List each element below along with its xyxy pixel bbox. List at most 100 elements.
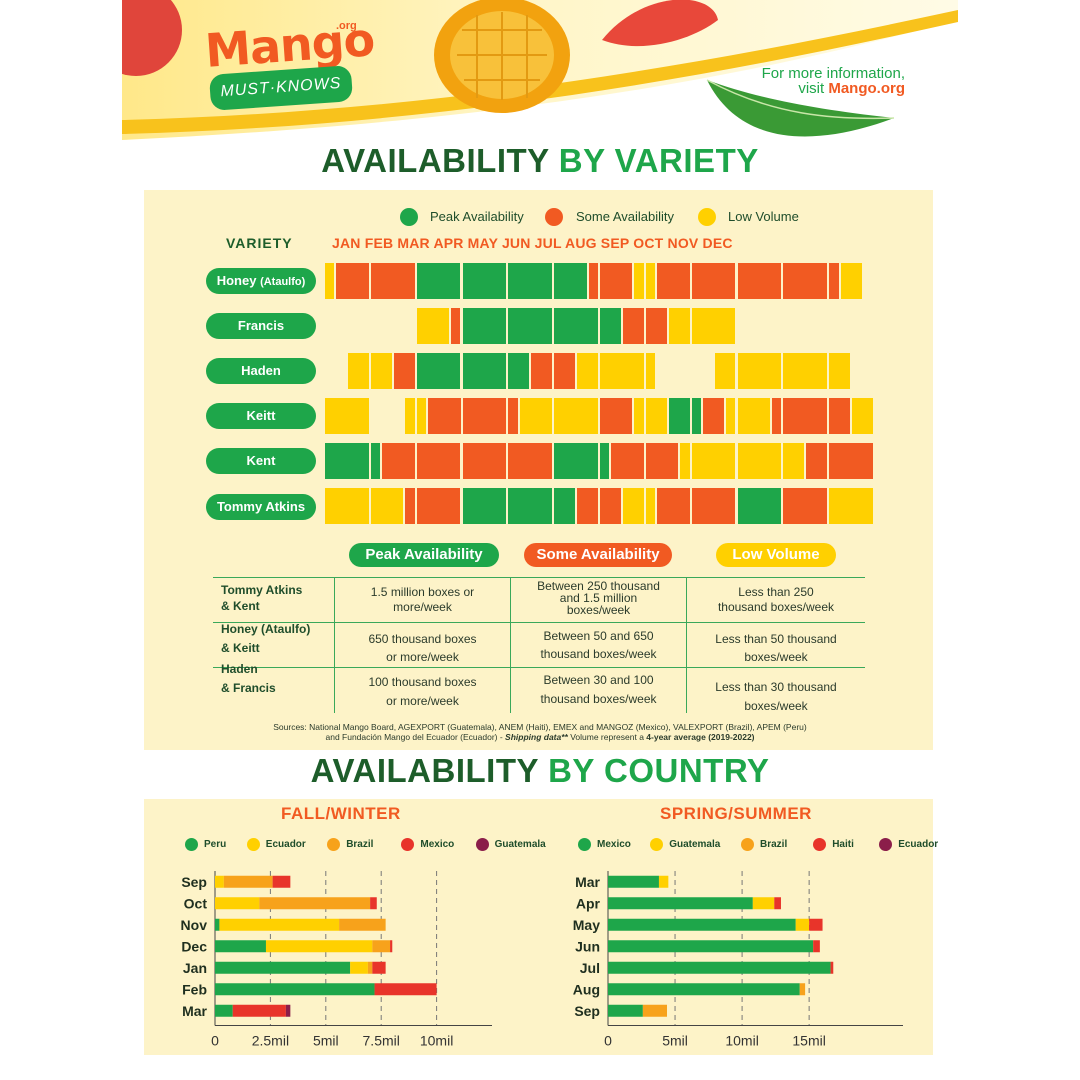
availability-segment	[462, 263, 507, 299]
variety-availability-chart	[325, 263, 875, 533]
legend-dot	[741, 838, 754, 851]
cell-line: Between 250 thousand	[537, 579, 660, 593]
table-cell: Less than 50 thousand boxes/week	[687, 630, 865, 666]
table-line-2	[213, 667, 865, 668]
availability-segment	[588, 263, 598, 299]
sources-line-1: Sources: National Mango Board, AGEXPORT …	[273, 722, 807, 732]
cell-line: Between 50 and 650	[543, 629, 654, 643]
bar-segment	[219, 918, 340, 931]
availability-segment	[680, 443, 690, 479]
fall-winter-legend: Peru Ecuador Brazil Mexico Guatemala	[185, 838, 546, 854]
availability-segment	[703, 398, 725, 434]
title-dark: AVAILABILITY	[321, 142, 550, 179]
category-label: Jun	[575, 938, 600, 954]
cell-line: thousand boxes/week	[717, 600, 835, 614]
legend-dot	[475, 838, 489, 851]
cell-line: boxes/week	[744, 650, 808, 664]
category-label: Aug	[573, 981, 600, 997]
bar-segment	[608, 1004, 643, 1017]
availability-segment	[462, 353, 507, 389]
availability-segment	[737, 443, 782, 479]
bar-segment	[809, 918, 823, 931]
table-row-label: Tommy Atkins & Kent	[221, 582, 302, 614]
legend-label: Guatemala	[494, 839, 546, 850]
availability-segment	[737, 263, 782, 299]
months-header: JAN FEB MAR APR MAY JUN JUL AUG SEP OCT …	[332, 235, 733, 251]
bar-segment	[215, 918, 220, 931]
availability-segment	[508, 308, 553, 344]
availability-segment	[370, 353, 392, 389]
availability-segment	[668, 308, 690, 344]
table-header-low: Low Volume	[716, 543, 836, 567]
availability-segment	[554, 488, 576, 524]
availability-segment	[783, 443, 805, 479]
category-label: Mar	[182, 1003, 207, 1019]
cell-line: 650 thousand boxes	[368, 632, 477, 646]
category-label: Oct	[184, 895, 208, 911]
category-label: Sep	[181, 874, 207, 890]
table-cell: 650 thousand boxes or more/week	[335, 630, 510, 666]
availability-segment	[416, 263, 461, 299]
legend-some: Some Availability	[576, 209, 675, 224]
cell-line: Less than 250	[738, 585, 814, 599]
legend-label: Mexico	[597, 839, 631, 850]
legend-dot	[327, 838, 341, 851]
availability-segment	[600, 308, 621, 344]
bar-segment	[608, 983, 800, 996]
availability-segment	[554, 353, 576, 389]
table-cell: Between 30 and 100 thousand boxes/week	[511, 671, 686, 709]
availability-segment	[691, 443, 736, 479]
category-label: Mar	[575, 874, 600, 890]
cell-line: or more/week	[386, 694, 459, 708]
availability-segment	[325, 443, 369, 479]
availability-segment	[508, 443, 553, 479]
cell-line: and 1.5 million	[559, 591, 638, 605]
availability-segment	[771, 398, 782, 434]
legend-dot	[813, 838, 827, 851]
availability-segment	[737, 488, 782, 524]
bar-segment	[223, 875, 273, 888]
section-title-country: AVAILABILITY BY COUNTRY	[0, 752, 1080, 790]
logo-suffix: .org	[336, 20, 357, 32]
section-title-variety: AVAILABILITY BY VARIETY	[0, 142, 1080, 180]
row-label-line: & Francis	[221, 681, 276, 695]
availability-segment	[829, 263, 839, 299]
availability-segment	[806, 443, 828, 479]
bar-segment	[215, 875, 224, 888]
availability-segment	[519, 398, 553, 434]
cell-line: Less than 50 thousand	[715, 632, 837, 646]
availability-segment	[416, 488, 461, 524]
row-label-line: Honey (Ataulfo)	[221, 622, 311, 636]
bar-segment	[774, 897, 781, 910]
info-line-2: visit Mango.org	[700, 81, 905, 96]
availability-segment	[462, 488, 507, 524]
availability-segment	[347, 353, 369, 389]
table-row-label: Haden & Francis	[221, 660, 276, 698]
availability-segment	[462, 398, 507, 434]
availability-segment	[714, 353, 736, 389]
bar-segment	[372, 940, 391, 953]
legend-dot	[578, 838, 591, 851]
bar-segment	[372, 961, 386, 974]
table-cell: Less than 250 thousand boxes/week	[687, 585, 865, 615]
spring-summer-chart: 0 5mil 10mil 15mil Mar Apr May Jun Jul Aug Sep	[573, 871, 903, 1049]
availability-segment	[416, 308, 450, 344]
info-link[interactable]: Mango.org	[828, 80, 905, 97]
availability-segment	[829, 398, 851, 434]
cell-line: boxes/week	[566, 603, 631, 617]
availability-segment	[462, 443, 507, 479]
bar-segment	[272, 875, 291, 888]
bar-segment	[339, 918, 386, 931]
availability-segment	[737, 398, 770, 434]
cell-line: more/week	[393, 600, 452, 614]
availability-segment	[622, 488, 644, 524]
availability-segment	[325, 488, 369, 524]
availability-segment	[600, 263, 633, 299]
bar-segment	[374, 983, 437, 996]
table-cell: Between 50 and 650 thousand boxes/week	[511, 627, 686, 663]
availability-segment	[645, 263, 656, 299]
availability-segment	[370, 488, 404, 524]
availability-segment	[634, 398, 644, 434]
bar-segment	[215, 940, 266, 953]
bar-segment	[752, 897, 775, 910]
